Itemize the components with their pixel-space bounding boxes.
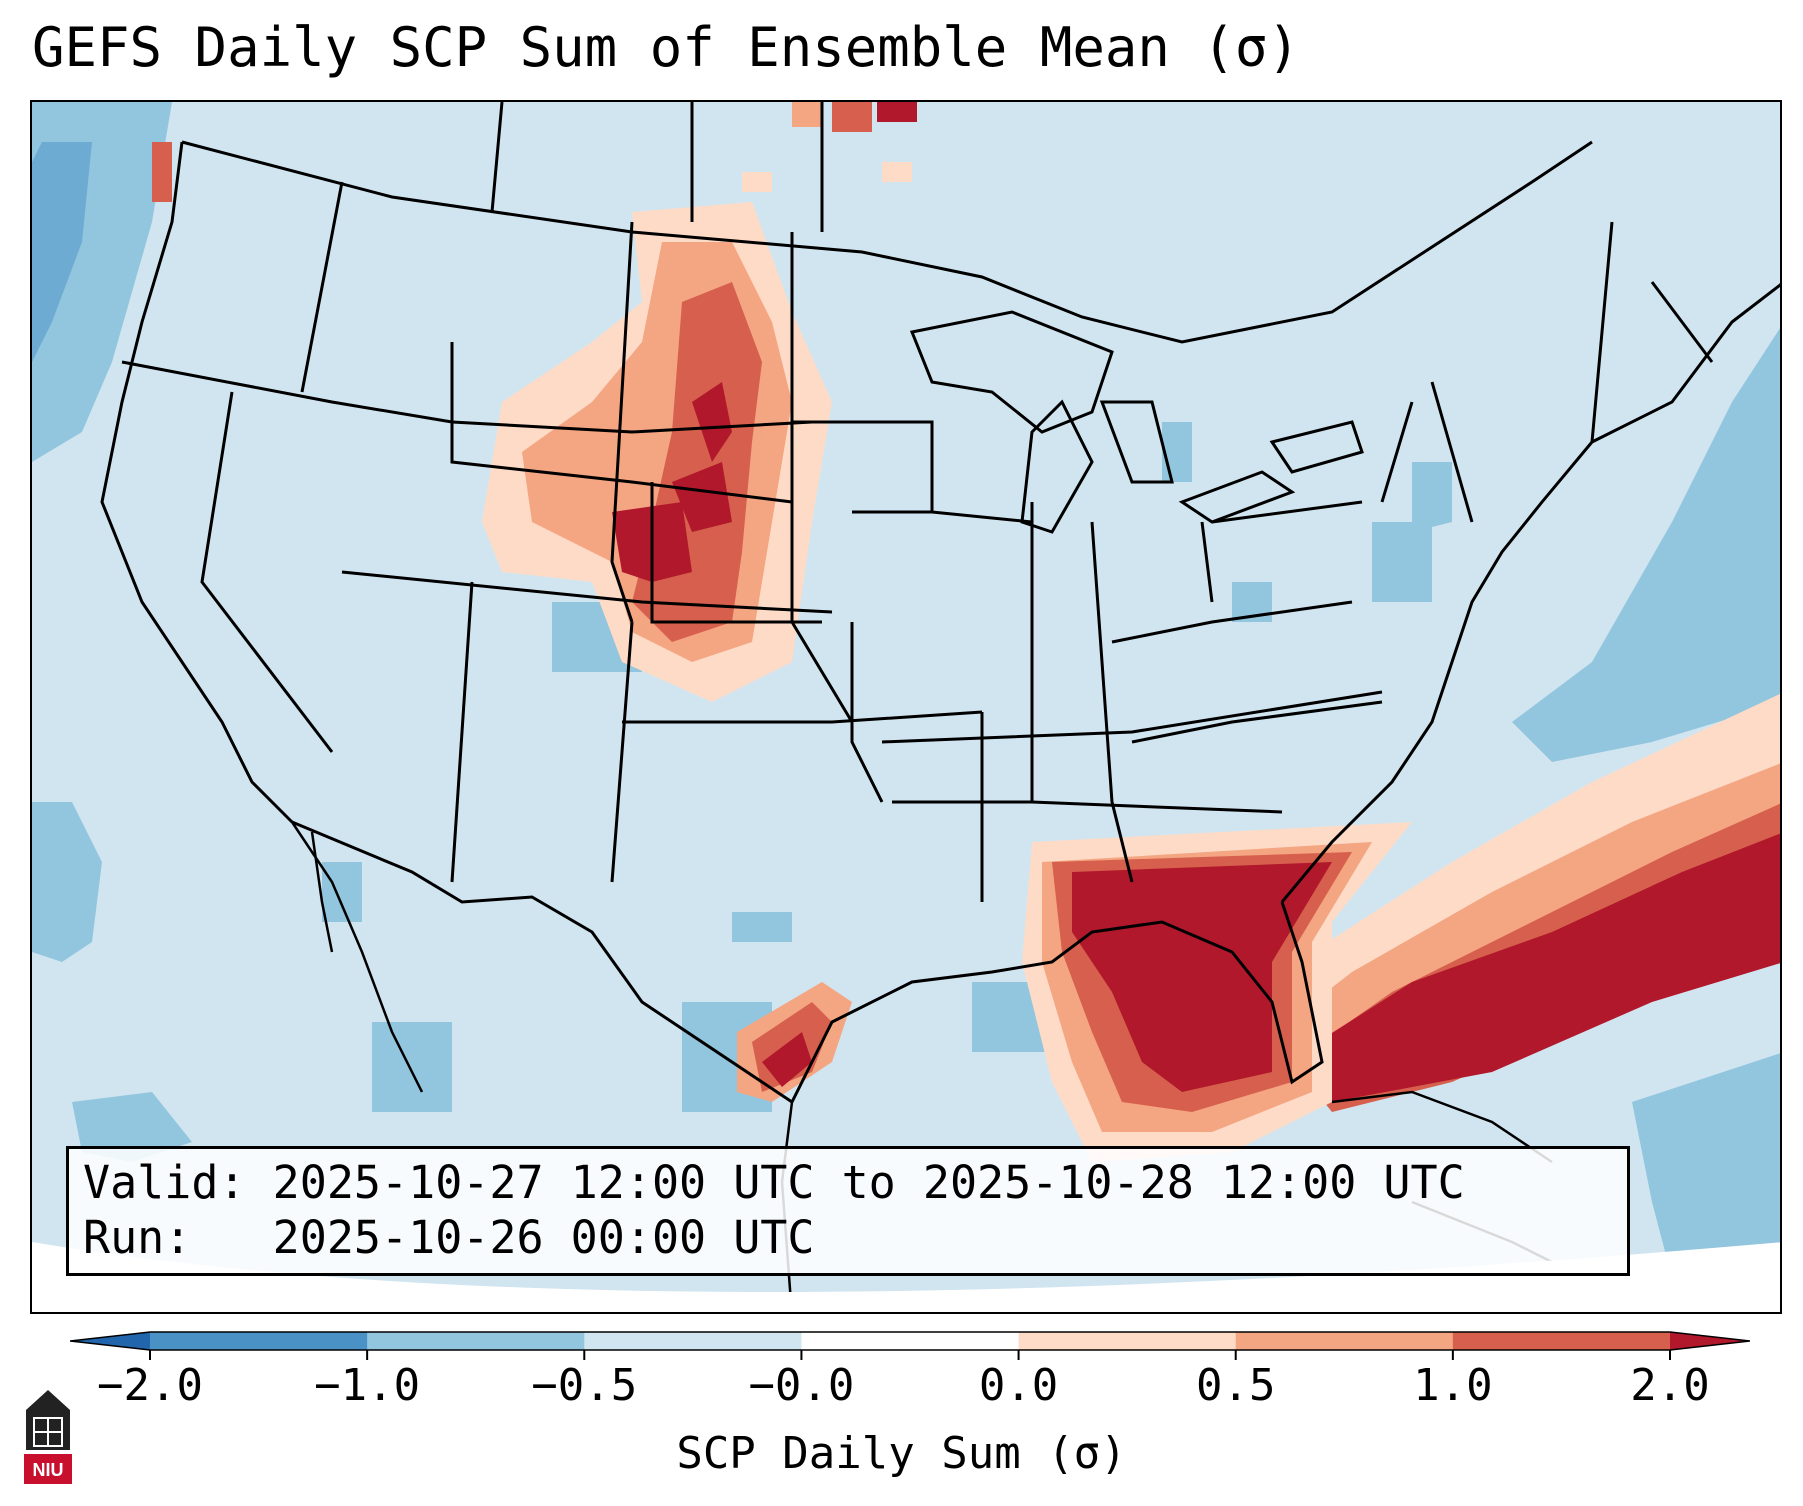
colorbar-bin [1452, 1332, 1671, 1350]
valid-time-line: Valid: 2025-10-27 12:00 UTC to 2025-10-2… [83, 1156, 1465, 1209]
colorbar [70, 1331, 1750, 1360]
colorbar-bin [584, 1332, 802, 1350]
map-panel [30, 100, 1782, 1314]
colorbar-bin [1235, 1332, 1454, 1350]
run-time-line: Run: 2025-10-26 00:00 UTC [83, 1211, 815, 1264]
map-title: GEFS Daily SCP Sum of Ensemble Mean (σ) [32, 16, 1300, 79]
state-boundaries [100, 102, 1780, 1104]
colorbar-tick-label: 2.0 [1630, 1360, 1710, 1411]
colorbar-tick-label: −0.0 [748, 1360, 855, 1411]
niu-logo: NIU [24, 1390, 72, 1484]
colorbar-bins [150, 1332, 1671, 1350]
map-canvas [32, 102, 1780, 1312]
colorbar-bin [150, 1332, 368, 1350]
pacific-negative-anomaly [32, 102, 192, 1162]
canada-positive-anomalies [152, 102, 917, 202]
colorbar-tick-label: −2.0 [97, 1360, 203, 1411]
colorbar-tick-label: 0.0 [978, 1360, 1059, 1411]
validity-info-box: Valid: 2025-10-27 12:00 UTC to 2025-10-2… [66, 1146, 1630, 1276]
map-background [32, 102, 1780, 1312]
colorbar-under-arrow [70, 1332, 150, 1350]
colorbar-tick-label: −0.5 [531, 1360, 638, 1411]
colorbar-tick-label: −1.0 [314, 1360, 421, 1411]
plains-positive-anomaly [482, 202, 832, 702]
colorbar-label: SCP Daily Sum (σ) [676, 1428, 1127, 1479]
domain-edge [32, 1242, 1780, 1312]
colorbar-tick-marks [149, 1350, 1671, 1360]
gulf-positive-anomaly [1022, 822, 1412, 1162]
colorbar-bin [367, 1332, 585, 1350]
texas-coast-positive-anomaly [737, 982, 852, 1102]
atlantic-positive-plume [1212, 693, 1780, 1112]
colorbar-bin [1018, 1332, 1237, 1350]
colorbar-tick-label: 0.5 [1195, 1360, 1276, 1411]
logo-text: NIU [33, 1460, 64, 1480]
colorbar-bin [801, 1332, 1020, 1350]
colorbar-tick-label: 1.0 [1413, 1360, 1493, 1411]
colorbar-over-arrow [1670, 1332, 1750, 1350]
